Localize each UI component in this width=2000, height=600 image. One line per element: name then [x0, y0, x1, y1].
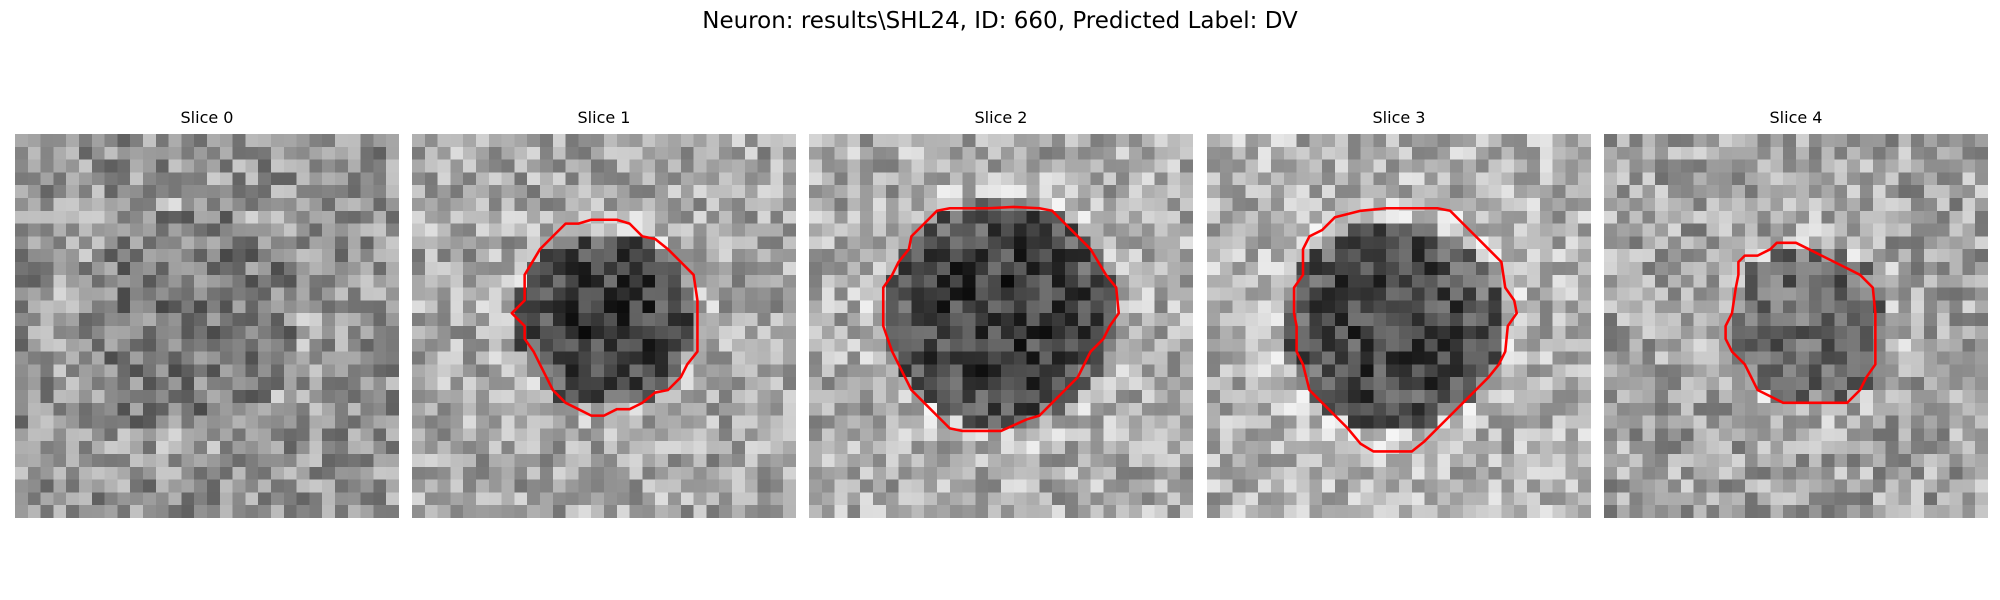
segmentation-contour — [1724, 241, 1877, 405]
slice-title: Slice 0 — [180, 108, 234, 127]
slice-image — [1207, 134, 1591, 518]
slice-image — [809, 134, 1193, 518]
slice-image — [1604, 134, 1988, 518]
slice-title: Slice 3 — [1372, 108, 1426, 127]
slice-title: Slice 2 — [974, 108, 1028, 127]
figure-title: Neuron: results\SHL24, ID: 660, Predicte… — [702, 8, 1298, 34]
slice-image — [15, 134, 399, 518]
segmentation-contour — [881, 205, 1121, 433]
slice-title: Slice 1 — [577, 108, 631, 127]
segmentation-contour — [510, 218, 699, 417]
slice-title: Slice 4 — [1769, 108, 1823, 127]
slice-image — [412, 134, 796, 518]
segmentation-contour — [1292, 206, 1519, 453]
